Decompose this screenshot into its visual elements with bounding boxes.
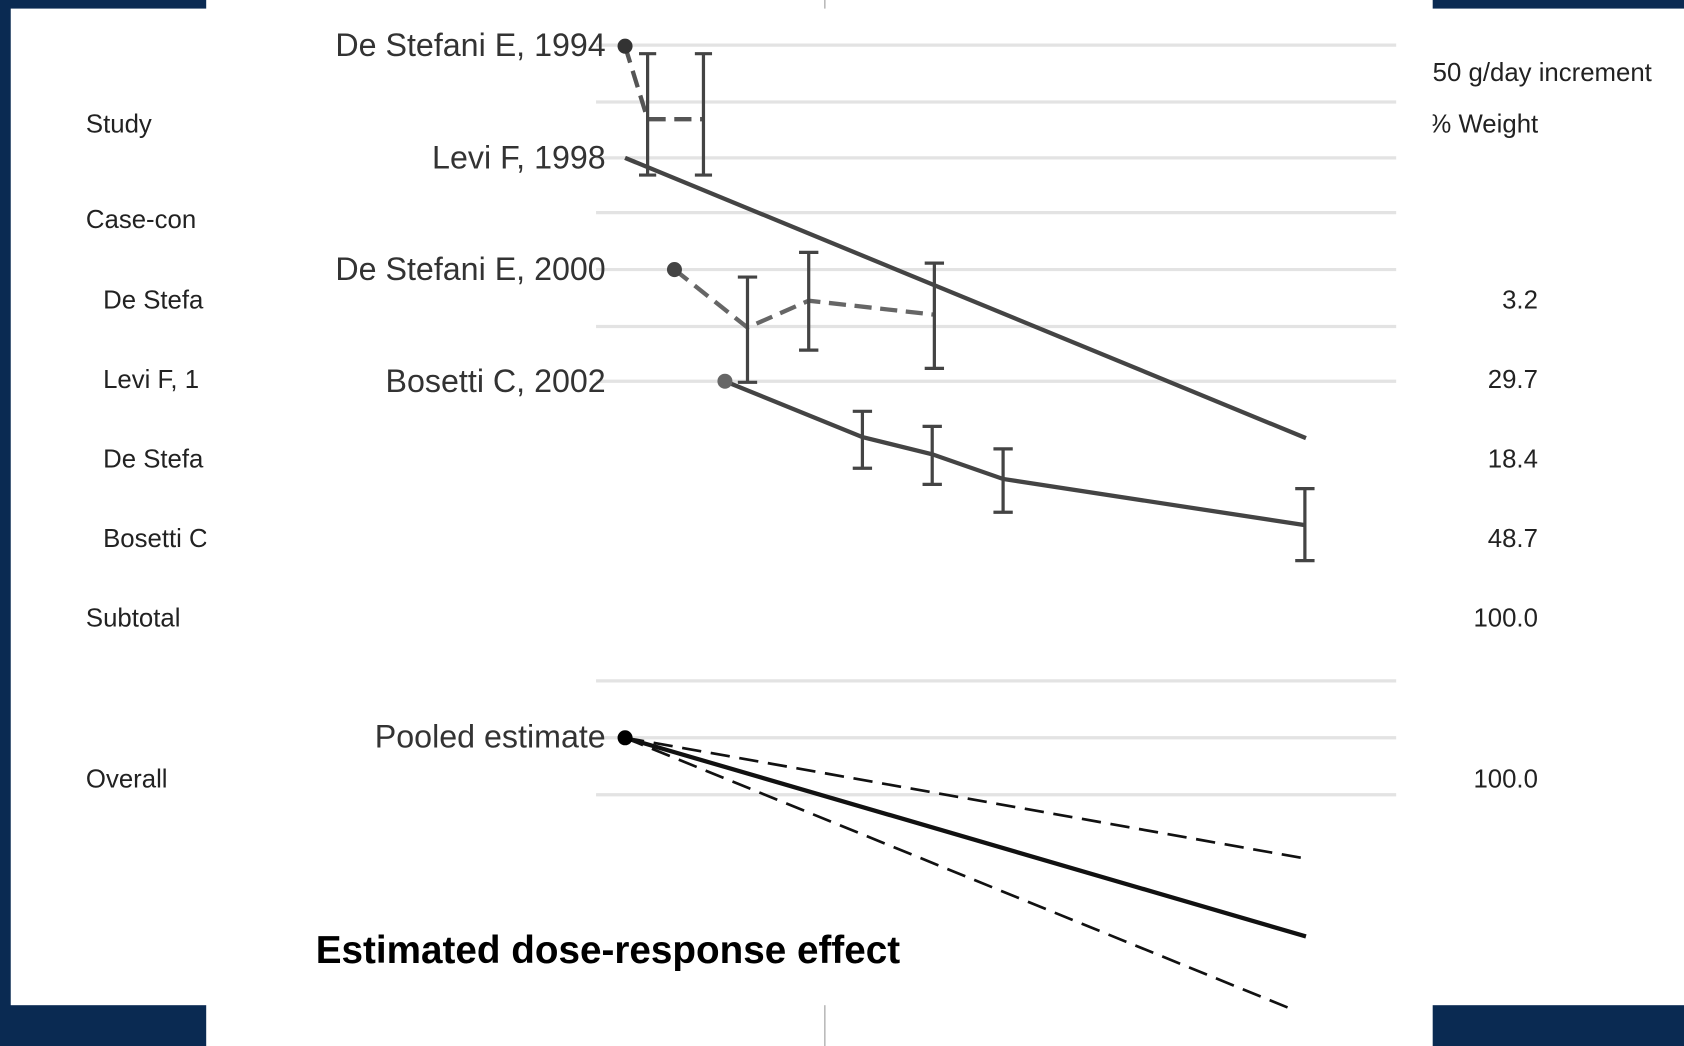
weight: 100.0 <box>1473 766 1537 794</box>
subtotal-label: Subtotal <box>86 604 181 632</box>
weight-header: % Weight <box>1428 110 1538 138</box>
panel <box>206 0 1433 1046</box>
study-labels: De Stefani E, 1994 Levi F, 1998 De Stefa… <box>335 27 605 755</box>
overlay-panel: De Stefani E, 1994 Levi F, 1998 De Stefa… <box>206 0 1433 1046</box>
weight: 48.7 <box>1488 525 1538 553</box>
weight: 29.7 <box>1488 366 1538 394</box>
curve-bosetti2002 <box>717 373 1315 563</box>
study-label: Levi F, 1998 <box>432 140 606 176</box>
weight: 3.2 <box>1502 287 1538 315</box>
study-row: De Stefa <box>103 287 204 315</box>
weight: 100.0 <box>1473 604 1537 632</box>
study-row: Bosetti C <box>103 525 208 553</box>
forest-table: Study Case-con De Stefa Levi F, 1 De Ste… <box>86 59 1652 794</box>
caption: Estimated dose-response effect <box>316 929 900 972</box>
effect-header: 50 g/day increment <box>1433 59 1652 87</box>
study-label: Bosetti C, 2002 <box>386 363 606 399</box>
study-row: Levi F, 1 <box>103 366 199 394</box>
study-label: De Stefani E, 2000 <box>335 251 605 287</box>
study-row: De Stefa <box>103 446 204 474</box>
study-label: De Stefani E, 1994 <box>335 27 605 63</box>
pooled-label: Pooled estimate <box>375 718 606 754</box>
pooled-estimate <box>617 730 1307 1012</box>
overall-label: Overall <box>86 766 168 794</box>
curve-ds2000 <box>666 250 945 384</box>
study-header: Study <box>86 110 152 138</box>
guide-lines <box>596 43 1397 797</box>
group-label: Case-con <box>86 206 196 234</box>
weight: 18.4 <box>1488 446 1538 474</box>
curve-levi1998 <box>624 155 1307 441</box>
curve-ds1994 <box>617 38 713 177</box>
